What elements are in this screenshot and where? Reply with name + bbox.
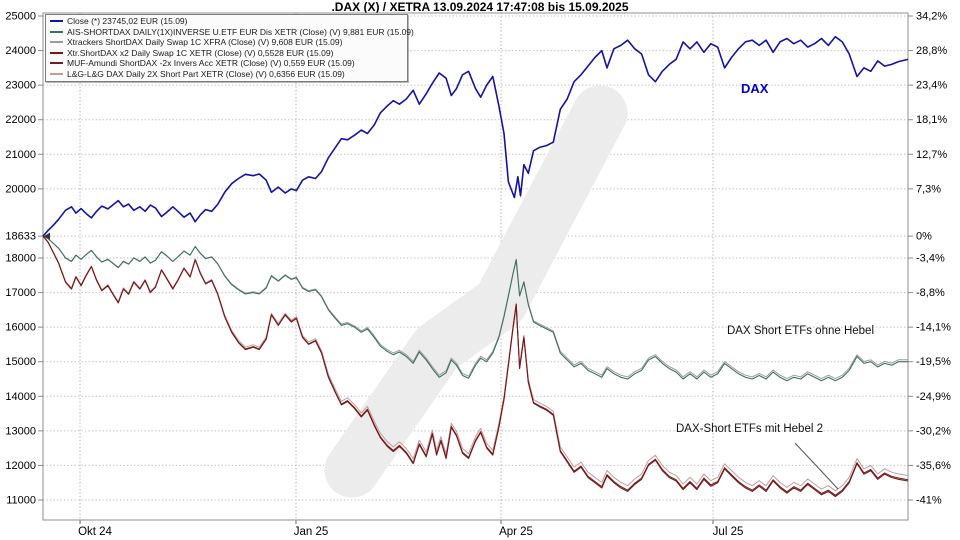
y-axis-label-left: 11000 [6, 495, 36, 507]
y-axis-label-right: 23,4% [916, 80, 947, 92]
y-axis-label-right: -14,1% [916, 322, 951, 334]
y-axis-label-right: 18,1% [916, 114, 947, 126]
legend-item-label: L&G-L&G DAX Daily 2X Short Part XETR (Cl… [67, 68, 345, 79]
x-axis-label: Apr 25 [499, 526, 533, 538]
y-axis-label-left: 23000 [5, 80, 36, 92]
baseline-marker [44, 232, 50, 240]
y-axis-label-left: 20000 [5, 183, 36, 195]
legend-dash-icon [50, 72, 63, 75]
legend-item-label: Xtrackers ShortDAX Daily Swap 1C XFRA (C… [67, 37, 343, 48]
legend-dash-icon [50, 51, 63, 54]
y-axis-label-right: -35,6% [916, 460, 951, 472]
x-axis-label: Okt 24 [78, 526, 112, 538]
series-line-dax [42, 35, 909, 237]
y-axis-label-right: 28,8% [916, 45, 947, 57]
annotation-dax: DAX [741, 81, 769, 96]
series-line-ais [42, 235, 908, 382]
y-axis-label-right: 34,2% [916, 11, 947, 23]
y-axis-label-right: 7,3% [916, 183, 941, 195]
legend-dash-icon [50, 41, 63, 44]
legend-item-4: MUF-Amundi ShortDAX -2x Invers Acc XETR … [50, 58, 404, 69]
chart-title: .DAX (X) / XETRA 13.09.2024 17:47:08 bis… [331, 0, 629, 14]
y-axis-label-right: -30,2% [916, 425, 951, 437]
y-axis-label-left: 22000 [5, 114, 36, 126]
annotation-short-etfs-ohne-hebel: DAX Short ETFs ohne Hebel [727, 325, 875, 337]
legend-item-label: Close (*) 23745,02 EUR (15.09) [67, 16, 188, 27]
legend-item-label: AIS-SHORTDAX DAILY(1X)INVERSE U.ETF EUR … [67, 26, 414, 37]
legend-dash-icon [50, 30, 63, 33]
legend-dash-icon [50, 62, 63, 65]
y-axis-label-left: 18633 [5, 231, 36, 243]
y-axis-label-right: -8,8% [916, 287, 945, 299]
plot-frame [42, 12, 909, 521]
watermark [324, 85, 628, 498]
series-line-xtr2 [42, 235, 909, 498]
y-axis-label-right: 12,7% [916, 149, 947, 161]
y-axis-label-right: 0% [916, 231, 932, 243]
y-axis-label-left: 21000 [5, 149, 36, 161]
annotation-short-etfs-mit-hebel: DAX-Short ETFs mit Hebel 2 [676, 423, 823, 435]
y-axis-label-left: 24000 [5, 45, 36, 57]
legend-item-2: Xtrackers ShortDAX Daily Swap 1C XFRA (C… [50, 37, 404, 48]
y-axis-label-left: 12000 [5, 460, 36, 472]
legend-item-0: Close (*) 23745,02 EUR (15.09) [50, 16, 404, 27]
y-axis-label-left: 14000 [5, 391, 36, 403]
legend-item-label: MUF-Amundi ShortDAX -2x Invers Acc XETR … [67, 58, 355, 69]
y-axis-label-left: 13000 [5, 425, 36, 437]
legend-dash-icon [50, 20, 63, 23]
y-axis-label-left: 16000 [5, 322, 36, 334]
legend-item-label: Xtr.ShortDAX x2 Daily Swap 1C XETR (Clos… [67, 47, 334, 58]
y-axis-label-right: -24,9% [916, 391, 951, 403]
y-axis-label-right: -3,4% [916, 253, 945, 265]
y-axis-label-left: 17000 [5, 287, 36, 299]
y-axis-label-left: 25000 [5, 11, 36, 23]
y-axis-label-left: 18000 [5, 253, 36, 265]
legend-box: Close (*) 23745,02 EUR (15.09) AIS-SHORTD… [45, 14, 414, 82]
legend-item-3: Xtr.ShortDAX x2 Daily Swap 1C XETR (Clos… [50, 48, 404, 59]
y-axis-label-left: 15000 [5, 356, 36, 368]
x-axis-label: Jul 25 [713, 526, 744, 538]
legend-item-5: L&G-L&G DAX Daily 2X Short Part XETR (Cl… [50, 69, 404, 80]
annotation-pointer-line [794, 442, 839, 490]
y-axis-label-right: -19,5% [916, 356, 951, 368]
x-axis-label: Jan 25 [294, 526, 329, 538]
legend-item-1: AIS-SHORTDAX DAILY(1X)INVERSE U.ETF EUR … [50, 27, 414, 38]
y-axis-label-right: -41% [916, 495, 942, 507]
